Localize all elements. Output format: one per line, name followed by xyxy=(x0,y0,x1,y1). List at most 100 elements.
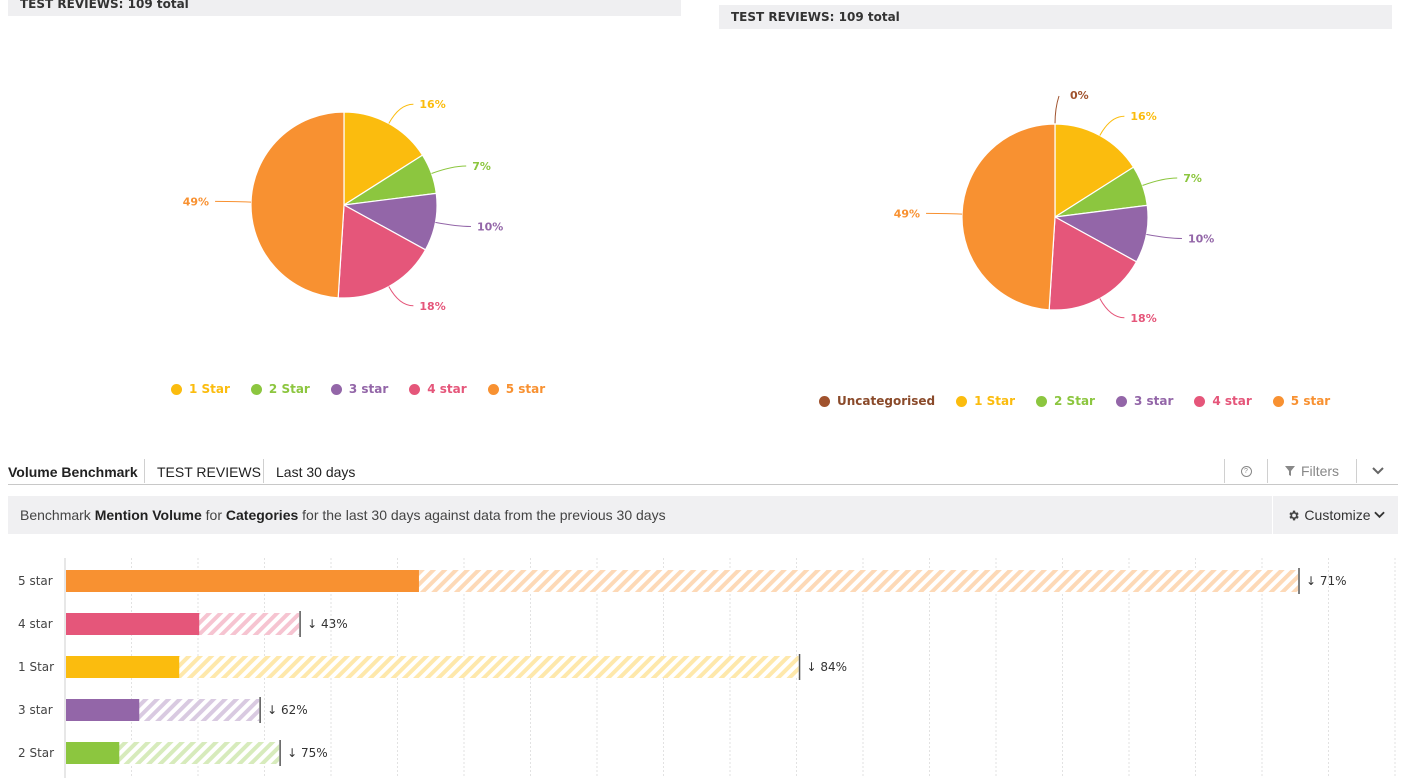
filters-button[interactable]: Filters xyxy=(1267,459,1356,483)
legend-left: 1 Star 2 Star 3 star 4 star 5 star xyxy=(171,382,566,396)
change-label-4-star: ↓ 43% xyxy=(307,617,348,631)
bar-current-5-star[interactable] xyxy=(66,570,419,592)
pie-label-2-star: 7% xyxy=(472,160,491,173)
pie-label-uncategorised: 0% xyxy=(1070,89,1089,102)
panel-header-right: TEST REVIEWS: 109 total xyxy=(719,5,1392,29)
bar-current-1-star[interactable] xyxy=(66,656,180,678)
bar-current-4-star[interactable] xyxy=(66,613,200,635)
widget-title: Volume Benchmark xyxy=(8,464,138,480)
benchmark-description: Benchmark Mention Volume for Categories … xyxy=(20,507,666,523)
chevron-down-icon xyxy=(1373,511,1385,519)
benchmark-description-bar: Benchmark Mention Volume for Categories … xyxy=(8,496,1398,534)
pie-leader-3-star xyxy=(435,221,471,228)
filter-icon xyxy=(1284,466,1295,476)
legend-dot xyxy=(171,383,182,395)
benchmark-toolbar: Volume Benchmark TEST REVIEWS Last 30 da… xyxy=(8,459,1398,485)
legend-dot xyxy=(409,383,421,395)
help-circle-icon: ? xyxy=(1240,465,1252,477)
gear-icon xyxy=(1289,510,1300,520)
bar-current-3-star[interactable] xyxy=(66,699,140,721)
legend-label: 1 Star xyxy=(189,382,230,396)
pie-chart-left: 16% 7% 10% 18% 49% xyxy=(183,98,504,313)
legend-dot xyxy=(819,395,830,407)
legend-dot xyxy=(1194,395,1206,407)
change-label-5-star: ↓ 71% xyxy=(1306,574,1347,588)
legend-item-4-star[interactable]: 4 star xyxy=(1194,394,1252,408)
bar-current-2-star[interactable] xyxy=(66,742,120,764)
legend-label: 4 star xyxy=(427,382,467,396)
legend-item-5-star[interactable]: 5 star xyxy=(487,382,546,396)
legend-dot xyxy=(1036,395,1048,407)
pie-leader-3-star xyxy=(1146,233,1182,240)
pie-leader-5-star xyxy=(926,212,963,215)
pie-slice-1-star[interactable] xyxy=(343,111,424,207)
filters-label: Filters xyxy=(1300,463,1340,479)
pie-label-3-star: 10% xyxy=(1188,233,1214,246)
pie-leader-4-star xyxy=(388,286,414,307)
benchmark-metric[interactable]: Mention Volume xyxy=(94,507,202,523)
pie-leader-5-star xyxy=(215,200,252,203)
pie-chart-right: 0% 16% 7% 10% 18% 49% xyxy=(894,89,1215,325)
legend-item-1-star[interactable]: 1 Star xyxy=(171,382,230,396)
customize-label: Customize xyxy=(1304,507,1371,523)
legend-item-2-star[interactable]: 2 Star xyxy=(1036,394,1095,408)
legend-label: Uncategorised xyxy=(837,394,936,408)
legend-item-4-star[interactable]: 4 star xyxy=(409,382,467,396)
pie-leader-2-star xyxy=(431,165,467,174)
collapse-button[interactable] xyxy=(1356,459,1399,483)
legend-label: 2 Star xyxy=(1054,394,1095,408)
pie-leader-2-star xyxy=(1142,177,1178,186)
legend-dot xyxy=(956,395,968,407)
legend-label: 5 star xyxy=(505,382,546,396)
pie-label-3-star: 10% xyxy=(477,221,503,234)
change-label-3-star: ↓ 62% xyxy=(267,703,308,717)
legend-label: 3 star xyxy=(348,382,389,396)
source-selector[interactable]: TEST REVIEWS xyxy=(144,459,261,483)
row-label-1-star: 1 Star xyxy=(18,660,54,674)
change-label-2-star: ↓ 75% xyxy=(287,746,328,760)
pie-slice-5-star[interactable] xyxy=(961,123,1056,311)
legend-label: 2 Star xyxy=(268,382,310,396)
legend-item-uncategorised[interactable]: Uncategorised xyxy=(819,394,935,408)
pie-leader-1-star xyxy=(388,103,414,124)
legend-label: 1 Star xyxy=(974,394,1016,408)
help-button[interactable]: ? xyxy=(1224,459,1267,483)
pie-label-4-star: 18% xyxy=(419,300,445,313)
legend-label: 3 star xyxy=(1133,394,1174,408)
pie-slice-4-star[interactable] xyxy=(337,204,427,299)
pie-label-2-star: 7% xyxy=(1183,172,1202,185)
legend-item-2-star[interactable]: 2 Star xyxy=(250,382,310,396)
legend-label: 4 star xyxy=(1212,394,1252,408)
benchmark-dimension[interactable]: Categories xyxy=(225,507,299,523)
pie-slice-5-star[interactable] xyxy=(250,111,345,299)
customize-button[interactable]: Customize xyxy=(1272,496,1399,534)
bar-previous-1-star[interactable] xyxy=(66,656,799,678)
legend-item-1-star[interactable]: 1 Star xyxy=(956,394,1015,408)
pie-leader-1-star xyxy=(1099,115,1125,136)
chevron-down-icon xyxy=(1372,467,1384,475)
legend-dot xyxy=(1115,395,1127,407)
pie-leader-4-star xyxy=(1099,298,1125,319)
period-selector[interactable]: Last 30 days xyxy=(263,459,355,483)
pie-charts: 16% 7% 10% 18% 49% 0% 16% 7% 10% 18% 49% xyxy=(183,89,1215,325)
legend-item-5-star[interactable]: 5 star xyxy=(1272,394,1331,408)
legend-dot xyxy=(487,383,499,395)
legend-right: Uncategorised 1 Star 2 Star 3 star 4 star 5 s… xyxy=(819,394,1351,408)
panel-header-left: TEST REVIEWS: 109 total xyxy=(8,0,681,16)
pie-label-5-star: 49% xyxy=(183,195,209,208)
legend-dot xyxy=(1272,395,1284,407)
volume-benchmark-chart: 5 star ↓ 71% 4 star ↓ 43% 1 Star ↓ 84% 3 star ↓… xyxy=(18,558,1396,778)
row-label-4-star: 4 star xyxy=(18,617,53,631)
row-label-3-star: 3 star xyxy=(18,703,53,717)
pie-label-5-star: 49% xyxy=(894,207,920,220)
legend-dot xyxy=(330,383,342,395)
row-label-5-star: 5 star xyxy=(18,574,53,588)
row-label-2-star: 2 Star xyxy=(18,746,54,760)
pie-slice-1-star[interactable] xyxy=(1054,123,1135,219)
legend-item-3-star[interactable]: 3 star xyxy=(330,382,389,396)
pie-label-4-star: 18% xyxy=(1130,312,1156,325)
pie-label-1-star: 16% xyxy=(419,98,445,111)
legend-item-3-star[interactable]: 3 star xyxy=(1115,394,1174,408)
legend-label: 5 star xyxy=(1290,394,1331,408)
pie-leader-uncategorised xyxy=(1054,95,1060,125)
